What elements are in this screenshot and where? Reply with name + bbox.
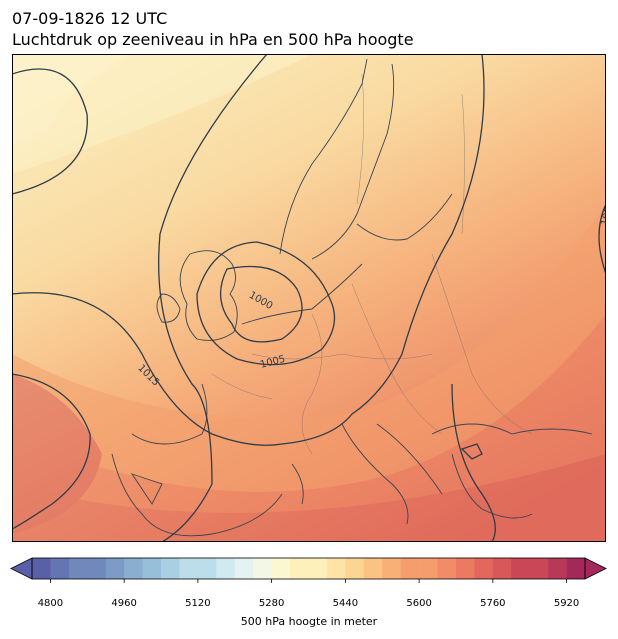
colorbar-cell — [511, 558, 530, 579]
colorbar — [10, 557, 607, 583]
colorbar-cell — [419, 558, 438, 579]
coastlines — [111, 58, 593, 537]
colorbar-tick-label: 5920 — [553, 598, 580, 609]
colorbar-cell — [216, 558, 236, 579]
colorbar-cell — [142, 558, 162, 579]
colorbar-cell — [548, 558, 567, 579]
isobars — [12, 54, 606, 542]
colorbar-cell — [400, 558, 420, 579]
colorbar-cell — [271, 558, 291, 579]
colorbar-tick-label: 5280 — [258, 598, 285, 609]
colorbar-cell — [124, 558, 143, 579]
colorbar-cell — [179, 558, 199, 579]
colorbar-cell — [290, 558, 309, 579]
colorbar-cell — [197, 558, 217, 579]
colorbar-cell — [32, 558, 51, 579]
colorbar-tick-label: 4800 — [37, 598, 64, 609]
colorbar-tick-label: 5120 — [185, 598, 211, 609]
colorbar-cell — [474, 558, 494, 579]
map-subtitle: Luchtdruk op zeeniveau in hPa en 500 hPa… — [12, 30, 414, 49]
colorbar-cell — [437, 558, 457, 579]
colorbar-tick-label: 4960 — [111, 598, 137, 609]
colorbar-tick-label: 5600 — [406, 598, 432, 609]
colorbar-tick-label: 5760 — [480, 598, 506, 609]
colorbar-cell — [234, 558, 254, 579]
colorbar-cells — [32, 558, 586, 579]
colorbar-cell — [363, 558, 383, 579]
colorbar-cell — [253, 558, 272, 579]
colorbar-cell — [382, 558, 401, 579]
colorbar-cell — [87, 558, 107, 579]
map-datetime: 07-09-1826 12 UTC — [12, 9, 168, 28]
colorbar-cell — [529, 558, 549, 579]
colorbar-tick-marks — [50, 579, 567, 583]
colorbar-extend-max — [584, 557, 607, 580]
isobar-label-1015-east: 1015 — [599, 200, 606, 227]
colorbar-cell — [308, 558, 328, 579]
colorbar-label: 500 hPa hoogte in meter — [240, 615, 378, 628]
colorbar-cell — [566, 558, 586, 579]
colorbar-cell — [105, 558, 125, 579]
colorbar-cell — [50, 558, 70, 579]
colorbar-cell — [161, 558, 180, 579]
colorbar-cell — [345, 558, 365, 579]
height-bands — [12, 54, 606, 542]
colorbar-cell — [326, 558, 346, 579]
colorbar-cell — [455, 558, 475, 579]
colorbar-tick-label: 5440 — [332, 598, 359, 609]
colorbar-extend-min — [10, 557, 33, 580]
colorbar-cell — [68, 558, 88, 579]
colorbar-cell — [492, 558, 512, 579]
weather-map: 1000 1005 1015 1015 — [12, 54, 606, 542]
country-borders — [211, 73, 533, 455]
